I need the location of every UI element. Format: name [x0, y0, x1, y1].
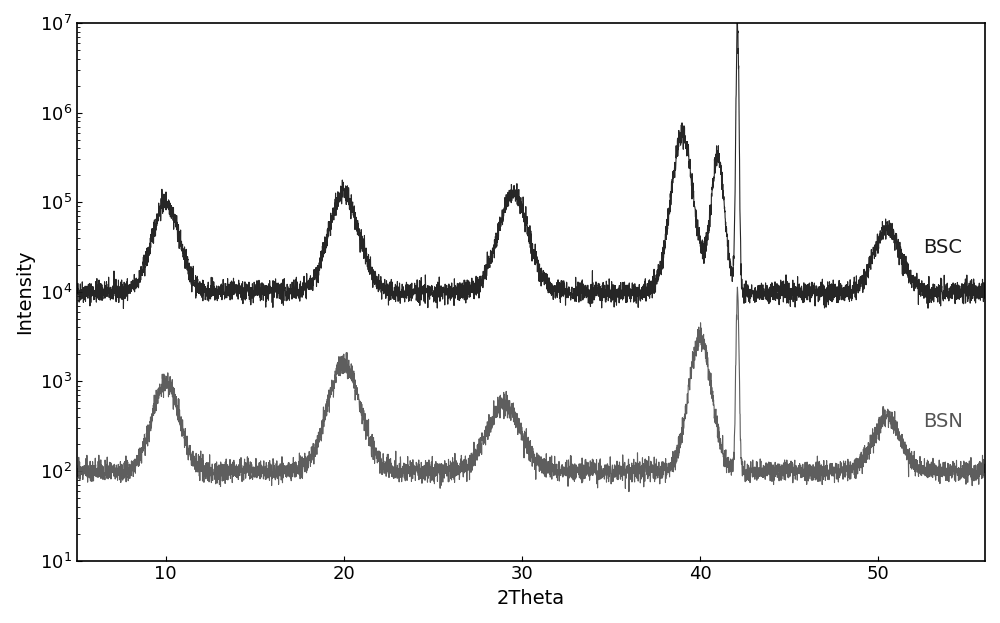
Text: BSC: BSC: [923, 237, 962, 257]
X-axis label: 2Theta: 2Theta: [497, 589, 565, 608]
Text: BSN: BSN: [923, 412, 963, 431]
Y-axis label: Intensity: Intensity: [15, 250, 34, 334]
